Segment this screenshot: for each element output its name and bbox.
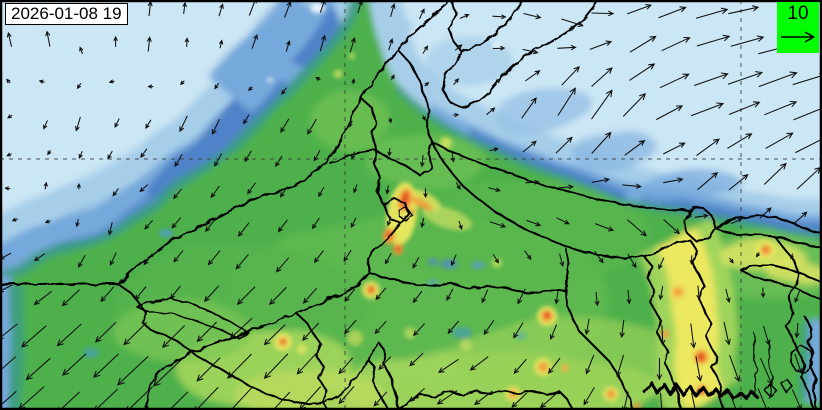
sundarbans-delta-coastline [643, 381, 760, 400]
kashmir-border [442, 0, 599, 109]
sikkim-border [684, 206, 716, 242]
gujarat-coastline [117, 283, 390, 410]
legend-arrow-icon [781, 31, 815, 43]
nepal-south-border [431, 141, 691, 259]
bangladesh-west-border [689, 239, 725, 410]
nepal-north-border [431, 141, 691, 212]
bangladesh-east-border [774, 236, 814, 410]
bhutan-border [714, 214, 822, 235]
legend-value: 10 [787, 3, 809, 24]
wind-scale-legend: 10 [777, 2, 819, 53]
timestamp-label: 2026-01-08 19 [5, 3, 128, 25]
international-border-west [0, 0, 453, 285]
kutch-boundary [136, 298, 250, 339]
